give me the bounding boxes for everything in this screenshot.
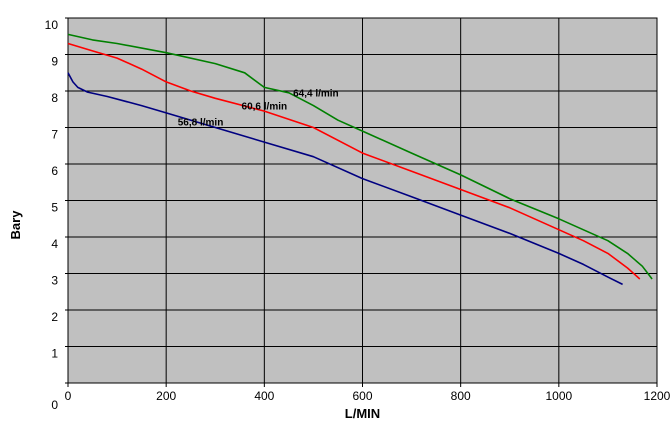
y-axis-title: Bary	[8, 210, 23, 240]
y-tick-label: 1	[51, 347, 58, 361]
series-line	[67, 72, 623, 286]
y-tick-label: 6	[51, 164, 58, 178]
x-tick-label: 600	[352, 389, 372, 403]
x-tick-label: 800	[451, 389, 471, 403]
series-label: 60,6 l/min	[242, 101, 288, 112]
grid-lines	[68, 18, 657, 383]
x-tick-label: 200	[156, 389, 176, 403]
y-tick-label: 0	[51, 398, 58, 412]
y-tick-label: 8	[51, 91, 58, 105]
y-tick-label: 10	[45, 18, 59, 32]
series-line	[67, 33, 653, 280]
y-tick-label: 9	[51, 55, 58, 69]
x-tick-label: 400	[254, 389, 274, 403]
x-tick-label: 0	[65, 389, 72, 403]
x-axis-title: L/MIN	[345, 406, 380, 421]
series-lines	[67, 33, 653, 286]
y-tick-label: 4	[51, 237, 58, 251]
y-tick-label: 2	[51, 310, 58, 324]
y-tick-label: 3	[51, 274, 58, 288]
series-label: 56,8 l/min	[178, 118, 224, 129]
x-tick-label: 1200	[644, 389, 671, 403]
series-line	[67, 42, 641, 280]
series-label: 64,4 l/min	[293, 88, 339, 99]
y-axis-ticks: 0 1 2 3 4 5 6 7 8 9 10	[45, 17, 68, 412]
x-axis-ticks: 0 200 400 600 800 1000 1200	[65, 383, 671, 403]
series-labels: 56,8 l/min 60,6 l/min 64,4 l/min	[178, 88, 339, 128]
x-tick-label: 1000	[545, 389, 572, 403]
y-tick-label: 5	[51, 201, 58, 215]
y-tick-label: 7	[51, 128, 58, 142]
